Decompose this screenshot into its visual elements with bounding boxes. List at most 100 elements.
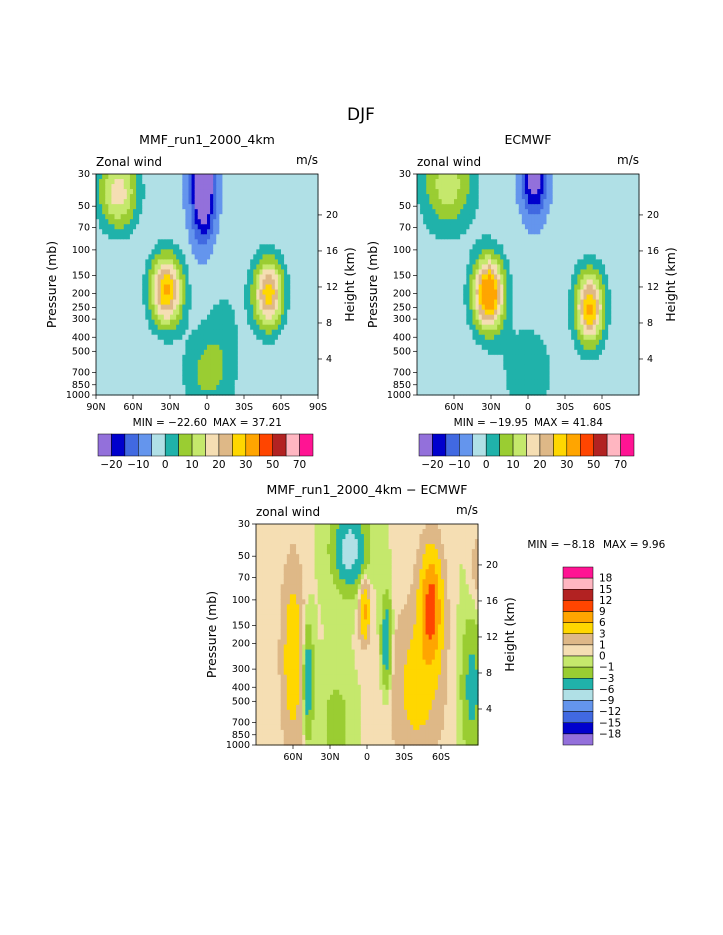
contour-cell xyxy=(213,214,217,220)
contour-cell xyxy=(244,314,248,321)
contour-cell xyxy=(311,254,316,260)
contour-cell xyxy=(228,229,233,235)
contour-cell xyxy=(281,214,285,220)
contour-cell xyxy=(207,309,211,316)
contour-cell xyxy=(460,374,464,381)
contour-cell xyxy=(114,289,119,296)
contour-cell xyxy=(163,389,168,396)
contour-cell xyxy=(475,334,480,341)
contour-cell xyxy=(176,184,180,190)
contour-cell xyxy=(466,274,471,281)
contour-cell xyxy=(481,299,486,306)
contour-cell xyxy=(234,239,239,245)
contour-cell xyxy=(265,239,270,245)
contour-cell xyxy=(515,194,520,200)
contour-cell xyxy=(534,214,538,220)
contour-cell xyxy=(497,384,501,391)
contour-cell xyxy=(120,339,125,346)
contour-cell xyxy=(444,294,449,301)
contour-cell xyxy=(302,389,307,396)
contour-cell xyxy=(179,204,183,210)
contour-cell xyxy=(420,289,424,296)
contour-cell xyxy=(521,244,526,250)
contour-cell xyxy=(503,264,508,271)
contour-cell xyxy=(111,299,116,306)
contour-cell xyxy=(253,219,257,225)
contour-cell xyxy=(225,339,230,346)
contour-cell xyxy=(151,204,156,210)
contour-cell xyxy=(518,274,523,281)
contour-cell xyxy=(463,354,467,361)
contour-cell xyxy=(509,279,514,286)
contour-cell xyxy=(417,339,421,346)
contour-cell xyxy=(244,264,248,271)
contour-cell xyxy=(123,354,128,361)
contour-cell xyxy=(484,374,489,381)
contour-cell xyxy=(481,194,486,200)
contour-cell xyxy=(237,309,242,316)
contour-cell xyxy=(126,329,131,336)
contour-cell xyxy=(179,384,183,391)
contour-cell xyxy=(120,374,125,381)
contour-cell xyxy=(176,359,180,366)
contour-cell xyxy=(268,304,273,311)
contour-cell xyxy=(99,189,103,195)
contour-cell xyxy=(170,264,174,271)
contour-cell xyxy=(481,219,486,225)
contour-cell xyxy=(524,374,529,381)
contour-cell xyxy=(302,344,307,351)
contour-cell xyxy=(129,239,134,245)
contour-cell xyxy=(534,319,538,326)
contour-cell xyxy=(271,219,276,225)
contour-cell xyxy=(194,179,199,185)
contour-cell xyxy=(120,349,125,356)
contour-cell xyxy=(494,329,498,336)
contour-cell xyxy=(521,289,526,296)
contour-cell xyxy=(277,279,282,286)
contour-cell xyxy=(225,184,230,190)
contour-cell xyxy=(151,264,156,271)
contour-cell xyxy=(213,249,217,255)
contour-cell xyxy=(497,239,501,245)
contour-cell xyxy=(157,239,162,245)
contour-cell xyxy=(271,209,276,215)
contour-cell xyxy=(111,199,116,205)
contour-cell xyxy=(262,379,267,386)
contour-cell xyxy=(166,229,171,235)
contour-cell xyxy=(210,244,214,250)
contour-cell xyxy=(240,289,245,296)
contour-cell xyxy=(99,274,103,281)
contour-cell xyxy=(296,234,301,240)
contour-cell xyxy=(136,264,140,271)
contour-cell xyxy=(194,294,199,301)
contour-cell xyxy=(417,239,421,245)
contour-cell xyxy=(487,369,492,376)
contour-cell xyxy=(299,379,304,386)
contour-cell xyxy=(472,234,477,240)
contour-cell xyxy=(219,299,224,306)
contour-cell xyxy=(182,354,187,361)
contour-cell xyxy=(463,214,467,220)
contour-cell xyxy=(133,249,137,255)
contour-cell xyxy=(420,379,424,386)
contour-cell xyxy=(284,314,288,321)
contour-cell xyxy=(423,204,427,210)
contour-cell xyxy=(454,264,458,271)
contour-cell xyxy=(290,304,294,311)
contour-cell xyxy=(99,389,103,396)
contour-cell xyxy=(265,339,270,346)
contour-cell xyxy=(429,379,434,386)
contour-cell xyxy=(417,279,421,286)
contour-cell xyxy=(475,189,480,195)
contour-cell xyxy=(250,329,254,336)
contour-cell xyxy=(203,344,208,351)
contour-cell xyxy=(460,274,464,281)
contour-cell xyxy=(284,374,288,381)
contour-cell xyxy=(515,184,520,190)
contour-cell xyxy=(170,184,174,190)
contour-cell xyxy=(166,269,171,276)
contour-cell xyxy=(133,209,137,215)
contour-cell xyxy=(302,204,307,210)
contour-cell xyxy=(460,239,464,245)
contour-cell xyxy=(435,324,440,331)
